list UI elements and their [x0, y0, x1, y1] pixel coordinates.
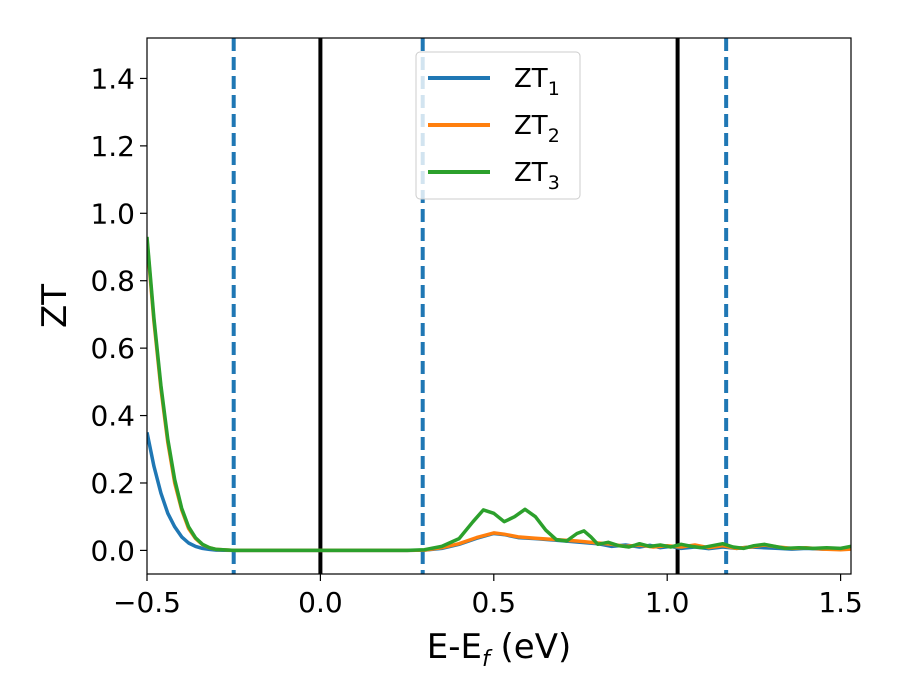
legend-label-zt2: ZT2 — [514, 111, 560, 147]
y-tick-label: 1.4 — [90, 62, 135, 95]
y-tick-label: 1.2 — [90, 130, 135, 163]
plot-frame — [146, 37, 852, 575]
legend-box — [415, 51, 581, 200]
x-tick-label: 1.0 — [645, 586, 690, 619]
y-tick-label: 0.8 — [90, 265, 135, 298]
x-tick-label: −0.5 — [113, 586, 181, 619]
x-tick-label: 0.0 — [298, 586, 343, 619]
legend-label-zt3: ZT3 — [514, 158, 560, 194]
y-tick-label: 0.6 — [90, 332, 135, 365]
series-line-zt3 — [147, 236, 851, 553]
y-tick-label: 0.2 — [90, 467, 135, 500]
y-tick-label: 1.0 — [90, 197, 135, 230]
x-tick-label: 0.5 — [472, 586, 517, 619]
y-axis-label: ZT — [35, 284, 75, 328]
legend-label-zt1: ZT1 — [514, 64, 560, 100]
y-tick-label: 0.0 — [90, 534, 135, 567]
legend: ZT1 ZT2 ZT3 — [415, 51, 581, 200]
y-tick-label: 0.4 — [90, 400, 135, 433]
series-line-zt2 — [147, 240, 851, 553]
x-axis-label: E-Ef (eV) — [427, 627, 572, 672]
x-tick-label: 1.5 — [818, 586, 863, 619]
